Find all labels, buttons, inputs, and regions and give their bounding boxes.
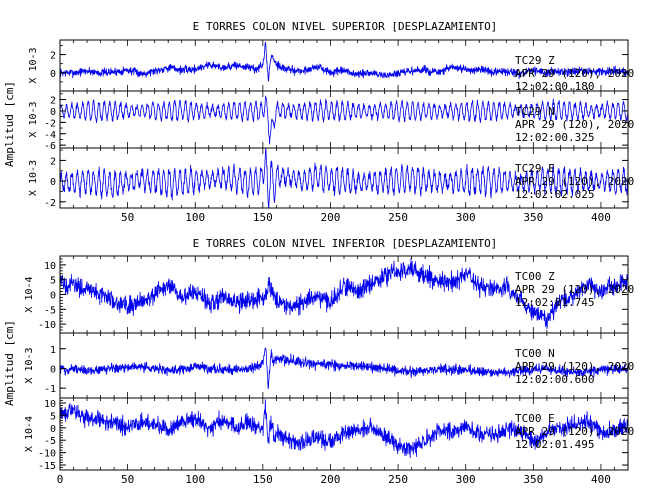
- x-tick-label: 100: [185, 211, 205, 224]
- channel-label: TC00 Z: [515, 270, 555, 283]
- y-tick-label: 10: [44, 399, 56, 410]
- x-tick-label: 200: [321, 211, 341, 224]
- date-label: APR 29 (120), 2020: [515, 360, 634, 373]
- date-label: APR 29 (120), 2020: [515, 67, 634, 80]
- date-label: APR 29 (120), 2020: [515, 118, 634, 131]
- trace-line: [59, 41, 629, 82]
- y-tick-label: -2: [44, 118, 56, 129]
- trace-line: [59, 347, 629, 390]
- scale-label: X 10-3: [28, 47, 39, 83]
- y-tick-label: 2: [50, 156, 56, 167]
- y-axis-label-inferior: Amplitud [cm]: [3, 320, 16, 406]
- scale-label: X 10-3: [28, 160, 39, 196]
- x-tick-label: 50: [121, 211, 134, 224]
- time-label: 12:02:00.600: [515, 373, 594, 386]
- y-tick-label: -2: [44, 198, 56, 209]
- y-tick-label: 2: [50, 51, 56, 62]
- chart-title-inferior: E TORRES COLON NIVEL INFERIOR [DESPLAZAM…: [193, 237, 498, 250]
- y-tick-label: 1: [50, 345, 56, 356]
- channel-label: TC29 Z: [515, 54, 555, 67]
- chart-title-superior: E TORRES COLON NIVEL SUPERIOR [DESPLAZAM…: [193, 20, 498, 33]
- y-tick-label: -1: [44, 384, 56, 395]
- channel-label: TC29 E: [515, 162, 555, 175]
- upper-level-chart-group: E TORRES COLON NIVEL SUPERIOR [DESPLAZAM…: [3, 20, 634, 224]
- y-tick-label: -5: [44, 305, 56, 316]
- time-label: 12:02:02.025: [515, 188, 594, 201]
- scale-label: X 10-4: [24, 416, 35, 452]
- lower-level-chart-group: E TORRES COLON NIVEL INFERIOR [DESPLAZAM…: [3, 237, 634, 486]
- scale-label: X 10-4: [24, 276, 35, 312]
- x-tick-label: 0: [57, 473, 64, 486]
- y-tick-label: 2: [50, 96, 56, 107]
- y-tick-label: 0: [50, 364, 56, 375]
- y-tick-label: -4: [44, 130, 56, 141]
- x-tick-label: 350: [523, 211, 543, 224]
- x-tick-label: 300: [456, 473, 476, 486]
- y-tick-label: -10: [38, 320, 56, 331]
- channel-label: TC00 E: [515, 412, 555, 425]
- y-tick-label: 5: [50, 276, 56, 287]
- trace-line: [59, 399, 629, 459]
- x-tick-label: 50: [121, 473, 134, 486]
- x-tick-label: 400: [591, 211, 611, 224]
- x-tick-label: 300: [456, 211, 476, 224]
- date-label: APR 29 (120), 2020: [515, 175, 634, 188]
- x-tick-label: 200: [321, 473, 341, 486]
- scale-label: X 10-3: [24, 347, 35, 383]
- y-axis-label-superior: Amplitud [cm]: [3, 81, 16, 167]
- y-tick-label: -15: [38, 461, 56, 472]
- x-tick-label: 350: [523, 473, 543, 486]
- channel-label: TC00 N: [515, 347, 555, 360]
- channel-label: TC29 N: [515, 105, 555, 118]
- date-label: APR 29 (120), 2020: [515, 425, 634, 438]
- y-tick-label: 10: [44, 261, 56, 272]
- y-tick-label: 0: [50, 424, 56, 435]
- trace-line: [59, 95, 629, 145]
- y-tick-label: 0: [50, 291, 56, 302]
- y-tick-label: 0: [50, 177, 56, 188]
- y-tick-label: 0: [50, 69, 56, 80]
- trace-line: [59, 257, 629, 329]
- date-label: APR 29 (120), 2020: [515, 283, 634, 296]
- y-tick-label: 5: [50, 411, 56, 422]
- time-label: 12:02:01.495: [515, 438, 594, 451]
- x-tick-label: 150: [253, 473, 273, 486]
- scale-label: X 10-3: [28, 101, 39, 137]
- time-label: 12:02:01.745: [515, 296, 594, 309]
- y-tick-label: -5: [44, 436, 56, 447]
- x-tick-label: 400: [591, 473, 611, 486]
- x-tick-label: 250: [388, 473, 408, 486]
- trace-line: [59, 148, 629, 208]
- y-tick-label: -6: [44, 141, 56, 152]
- x-tick-label: 100: [185, 473, 205, 486]
- y-tick-label: -10: [38, 449, 56, 460]
- time-label: 12:02:00.325: [515, 131, 594, 144]
- y-tick-label: 0: [50, 107, 56, 118]
- time-label: 12:02:00.180: [515, 80, 594, 93]
- x-tick-label: 250: [388, 211, 408, 224]
- x-tick-label: 150: [253, 211, 273, 224]
